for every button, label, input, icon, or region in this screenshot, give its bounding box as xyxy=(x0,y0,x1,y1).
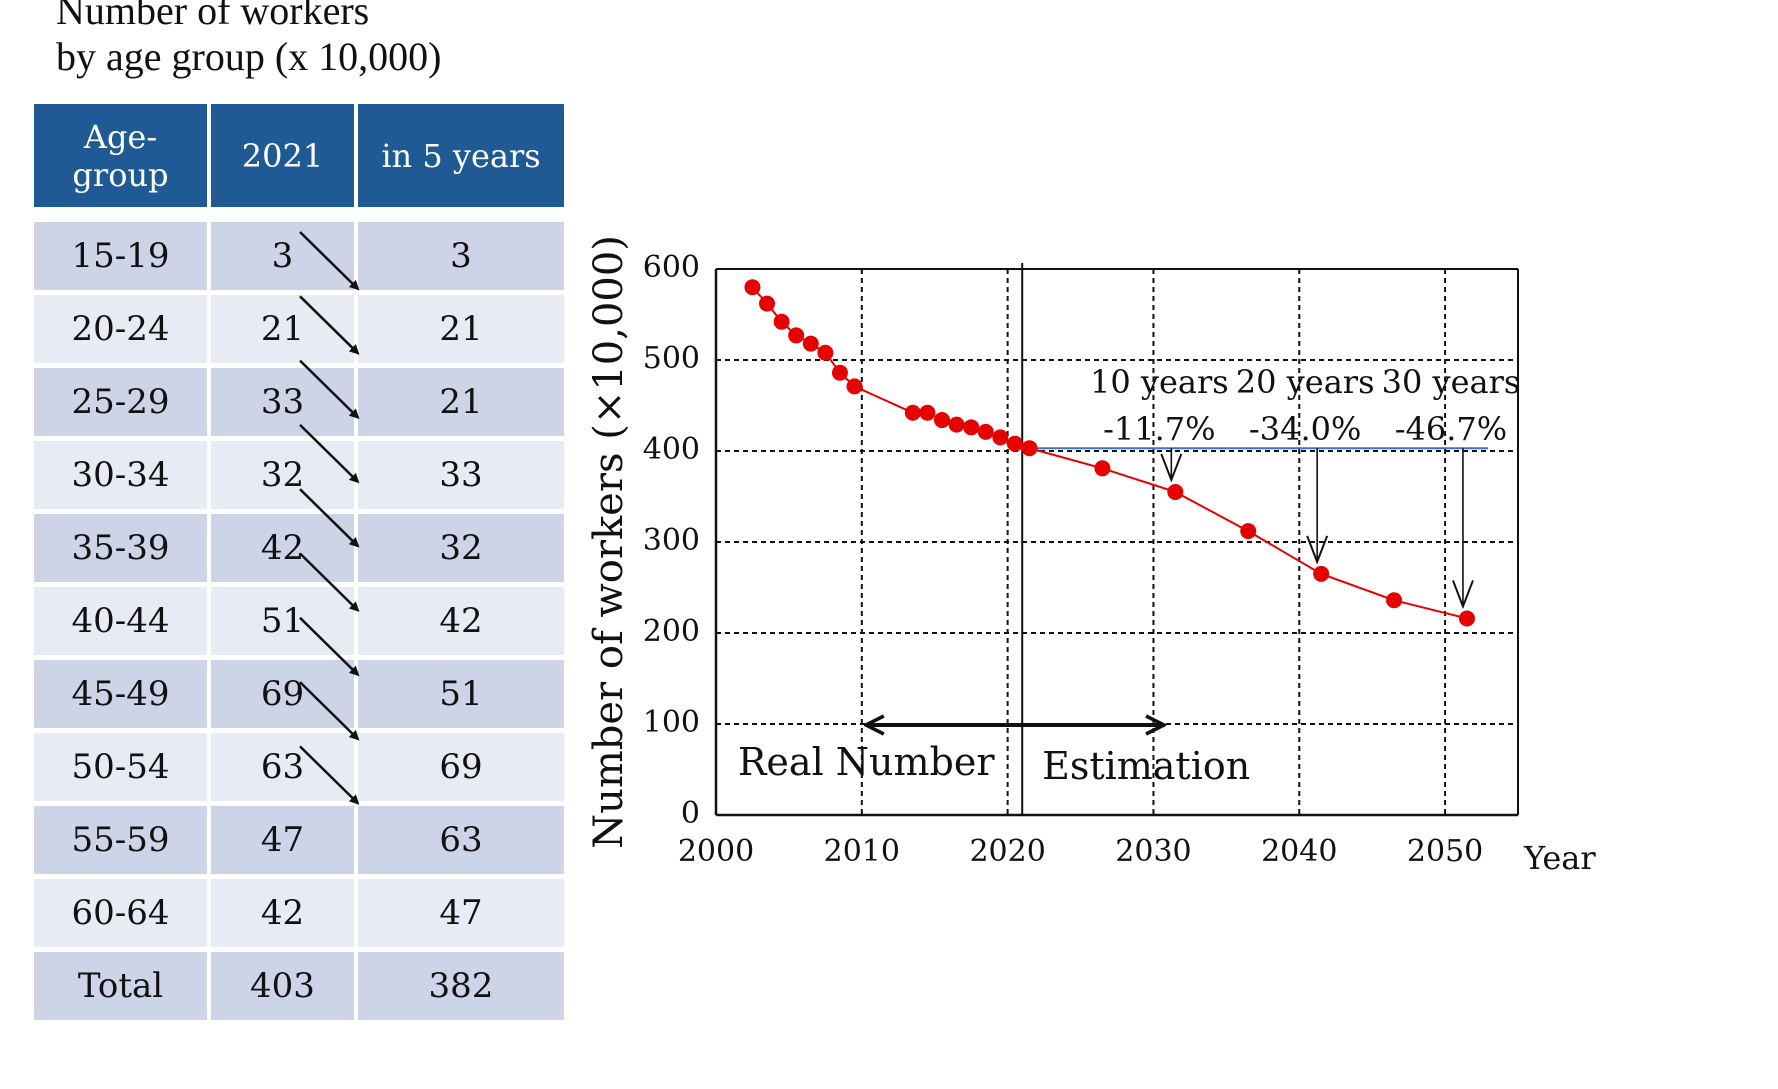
y-tick-label: 200 xyxy=(643,614,700,649)
table-row: 20-24 21 21 xyxy=(34,295,564,363)
header-2021: 2021 xyxy=(211,104,354,207)
value-in-5-years-cell: 69 xyxy=(358,733,564,801)
total-in-5-years: 382 xyxy=(358,952,564,1020)
table-row: 50-54 63 69 xyxy=(34,733,564,801)
age-group-cell: 15-19 xyxy=(34,222,207,290)
y-tick-label: 400 xyxy=(643,432,700,467)
data-point xyxy=(846,378,863,395)
data-point xyxy=(788,327,805,344)
table-row: 25-29 33 21 xyxy=(34,368,564,436)
real-number-label: Real Number xyxy=(738,740,996,784)
data-point xyxy=(817,344,834,361)
chart-grid xyxy=(716,269,1518,815)
annotation-change: -11.7% xyxy=(1103,410,1215,448)
age-group-cell: 45-49 xyxy=(34,660,207,728)
chart-axes: 0 100 200 300 400 500 600 2000 2010 2020 2030 2040 2… xyxy=(586,235,1596,877)
annotation-change: -46.7% xyxy=(1395,410,1507,448)
data-point xyxy=(759,295,776,312)
x-axis-label: Year xyxy=(1523,839,1596,877)
header-in-5-years: in 5 years xyxy=(358,104,564,207)
x-tick-label: 2000 xyxy=(678,834,754,869)
value-in-5-years-cell: 33 xyxy=(358,441,564,509)
age-group-cell: 40-44 xyxy=(34,587,207,655)
data-point xyxy=(1240,523,1257,540)
data-point xyxy=(919,404,936,421)
value-in-5-years-cell: 63 xyxy=(358,806,564,874)
page-title: Number of workers by age group (x 10,000… xyxy=(56,0,442,79)
total-label: Total xyxy=(34,952,207,1020)
data-point xyxy=(802,335,819,352)
x-tick-label: 2010 xyxy=(824,834,900,869)
data-point xyxy=(831,364,848,381)
table-row: 55-59 47 63 xyxy=(34,806,564,874)
y-axis-label: Number of workers (×10,000) xyxy=(586,235,632,849)
table-row: 15-19 3 3 xyxy=(34,222,564,290)
value-in-5-years-cell: 32 xyxy=(358,514,564,582)
series-line xyxy=(751,286,1468,620)
x-tick-label: 2030 xyxy=(1115,834,1191,869)
data-point xyxy=(963,419,980,436)
y-tick-label: 0 xyxy=(681,796,700,831)
total-row: Total 403 382 xyxy=(34,952,564,1020)
data-point xyxy=(1006,435,1023,452)
y-tick-label: 300 xyxy=(643,523,700,558)
data-point xyxy=(977,423,994,440)
chart-annotations: Real Number Estimation 10 years -11.7% 20 ye… xyxy=(738,363,1520,788)
table-row: 60-64 42 47 xyxy=(34,879,564,947)
age-group-cell: 20-24 xyxy=(34,295,207,363)
chart-reference-lines xyxy=(1021,263,1488,815)
x-tick-label: 2050 xyxy=(1407,834,1483,869)
x-tick-label: 2020 xyxy=(969,834,1045,869)
value-in-5-years-cell: 42 xyxy=(358,587,564,655)
chart-series xyxy=(744,279,1475,627)
annotation-period: 10 years xyxy=(1090,363,1229,401)
annotation-period: 20 years xyxy=(1236,363,1375,401)
annotation-change: -34.0% xyxy=(1249,410,1361,448)
estimation-label: Estimation xyxy=(1042,744,1250,788)
value-in-5-years-cell: 21 xyxy=(358,295,564,363)
age-group-cell: 35-39 xyxy=(34,514,207,582)
y-tick-label: 600 xyxy=(643,250,700,285)
data-point xyxy=(1458,610,1475,627)
age-group-cell: 25-29 xyxy=(34,368,207,436)
annotation-period: 30 years xyxy=(1382,363,1521,401)
data-point xyxy=(1021,440,1038,457)
data-point xyxy=(1167,483,1184,500)
age-group-cell: 30-34 xyxy=(34,441,207,509)
header-age-group: Age- group xyxy=(34,104,207,207)
data-point xyxy=(773,313,790,330)
data-point xyxy=(1313,565,1330,582)
age-group-cell: 55-59 xyxy=(34,806,207,874)
data-point xyxy=(1386,592,1403,609)
value-2021-cell: 47 xyxy=(211,806,354,874)
age-group-cell: 50-54 xyxy=(34,733,207,801)
age-group-cell: 60-64 xyxy=(34,879,207,947)
data-point xyxy=(1094,460,1111,477)
value-in-5-years-cell: 3 xyxy=(358,222,564,290)
data-point xyxy=(904,404,921,421)
y-tick-label: 100 xyxy=(643,705,700,740)
value-in-5-years-cell: 21 xyxy=(358,368,564,436)
y-tick-label: 500 xyxy=(643,341,700,376)
value-in-5-years-cell: 51 xyxy=(358,660,564,728)
value-2021-cell: 42 xyxy=(211,879,354,947)
total-2021: 403 xyxy=(211,952,354,1020)
x-tick-label: 2040 xyxy=(1261,834,1337,869)
data-point xyxy=(744,279,761,296)
value-in-5-years-cell: 47 xyxy=(358,879,564,947)
data-point xyxy=(992,429,1009,446)
data-point xyxy=(948,416,965,433)
data-point xyxy=(934,412,951,429)
